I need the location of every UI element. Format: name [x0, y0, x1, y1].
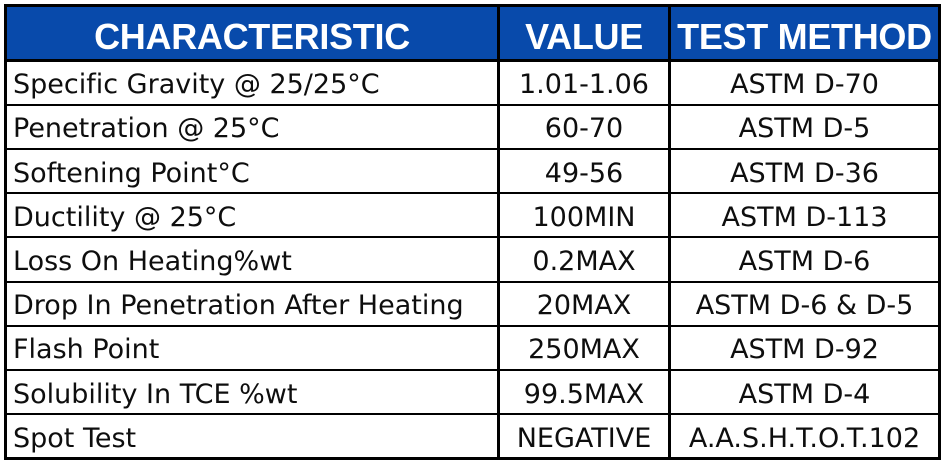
cell-test-method: ASTM D-36	[668, 147, 941, 195]
table-row: Drop In Penetration After Heating 20MAX …	[4, 280, 941, 327]
cell-value: 1.01-1.06	[497, 59, 671, 106]
cell-characteristic: Ductility @ 25°C	[4, 192, 500, 239]
cell-characteristic: Penetration @ 25°C	[4, 103, 500, 150]
table-body: Specific Gravity @ 25/25°C 1.01-1.06 AST…	[4, 59, 941, 460]
cell-value: 250MAX	[497, 324, 671, 372]
cell-test-method: ASTM D-92	[668, 324, 941, 372]
table-row: Specific Gravity @ 25/25°C 1.01-1.06 AST…	[4, 59, 941, 106]
cell-characteristic: Spot Test	[4, 413, 500, 460]
cell-characteristic: Drop In Penetration After Heating	[4, 280, 500, 327]
cell-value: 49-56	[497, 147, 671, 195]
cell-test-method: ASTM D-6	[668, 236, 941, 283]
cell-test-method: ASTM D-113	[668, 192, 941, 239]
header-cell-characteristic: CHARACTERISTIC	[4, 4, 500, 62]
table-row: Spot Test NEGATIVE A.A.S.H.T.O.T.102	[4, 413, 941, 460]
cell-test-method: ASTM D-6 & D-5	[668, 280, 941, 327]
cell-characteristic: Flash Point	[4, 324, 500, 372]
cell-test-method: ASTM D-5	[668, 103, 941, 150]
cell-test-method: ASTM D-4	[668, 369, 941, 416]
header-cell-value: VALUE	[497, 4, 671, 62]
header-row: CHARACTERISTIC VALUE TEST METHOD	[4, 4, 941, 62]
table-row: Softening Point°C 49-56 ASTM D-36	[4, 147, 941, 195]
table-row: Flash Point 250MAX ASTM D-92	[4, 324, 941, 372]
cell-characteristic: Softening Point°C	[4, 147, 500, 195]
cell-value: 60-70	[497, 103, 671, 150]
cell-characteristic: Loss On Heating%wt	[4, 236, 500, 283]
cell-value: 100MIN	[497, 192, 671, 239]
table-row: Ductility @ 25°C 100MIN ASTM D-113	[4, 192, 941, 239]
table-row: Solubility In TCE %wt 99.5MAX ASTM D-4	[4, 369, 941, 416]
table-header: CHARACTERISTIC VALUE TEST METHOD	[4, 4, 941, 62]
cell-test-method: ASTM D-70	[668, 59, 941, 106]
cell-value: NEGATIVE	[497, 413, 671, 460]
specification-table: CHARACTERISTIC VALUE TEST METHOD Specifi…	[4, 4, 941, 460]
cell-value: 0.2MAX	[497, 236, 671, 283]
cell-characteristic: Solubility In TCE %wt	[4, 369, 500, 416]
header-cell-test-method: TEST METHOD	[668, 4, 941, 62]
cell-test-method: A.A.S.H.T.O.T.102	[668, 413, 941, 460]
cell-characteristic: Specific Gravity @ 25/25°C	[4, 59, 500, 106]
cell-value: 99.5MAX	[497, 369, 671, 416]
table-row: Penetration @ 25°C 60-70 ASTM D-5	[4, 103, 941, 150]
cell-value: 20MAX	[497, 280, 671, 327]
table-row: Loss On Heating%wt 0.2MAX ASTM D-6	[4, 236, 941, 283]
